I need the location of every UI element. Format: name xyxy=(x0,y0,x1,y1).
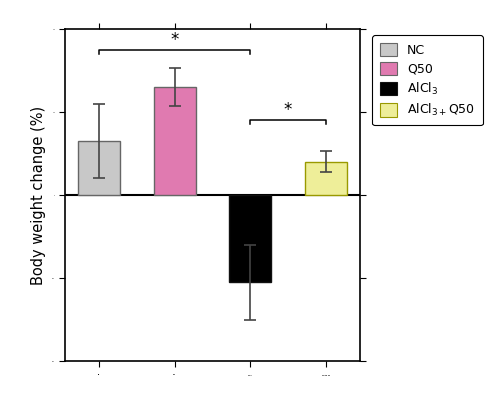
Text: *: * xyxy=(170,31,179,49)
Text: *: * xyxy=(284,101,292,119)
Legend: NC, Q50, AlCl$_3$, AlCl$_{3+}$Q50: NC, Q50, AlCl$_3$, AlCl$_{3+}$Q50 xyxy=(372,35,482,125)
Bar xyxy=(154,87,196,195)
Bar xyxy=(230,195,271,282)
Bar xyxy=(305,162,346,195)
Bar xyxy=(78,141,120,195)
Y-axis label: Body weight change (%): Body weight change (%) xyxy=(31,105,46,285)
